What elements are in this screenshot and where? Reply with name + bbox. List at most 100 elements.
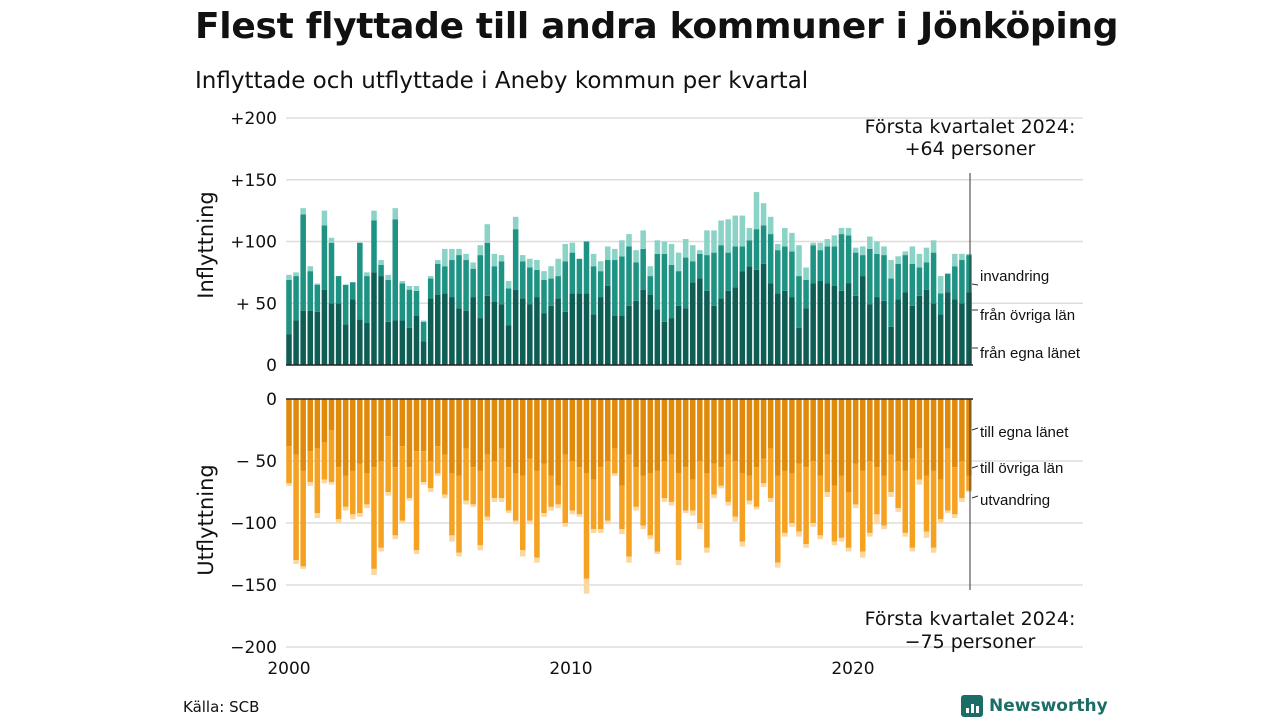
bar-segment: [569, 242, 576, 253]
bar-segment: [371, 272, 377, 365]
newsworthy-logo[interactable]: Newsworthy: [961, 693, 1108, 719]
bar-segment: [739, 271, 746, 365]
bar-segment: [463, 399, 469, 449]
bar-segment: [944, 292, 951, 365]
bar-segment: [845, 235, 852, 284]
bar-segment: [803, 399, 809, 468]
bar-segment: [491, 302, 498, 365]
bar-segment: [449, 297, 455, 365]
bar-segment: [491, 461, 498, 499]
bar-segment: [342, 324, 349, 365]
bar-segment: [527, 458, 533, 521]
bar-segment: [307, 399, 314, 452]
bar-segment: [902, 255, 909, 293]
bar-segment: [760, 458, 767, 484]
bar-segment: [491, 266, 498, 303]
bar-segment: [760, 483, 767, 488]
bar-segment: [753, 467, 760, 507]
bar-segment: [456, 475, 462, 553]
bar-segment: [512, 289, 519, 365]
bar-segment: [647, 266, 654, 277]
bar-segment: [682, 510, 689, 514]
bar-segment: [378, 264, 384, 277]
y-tick-label: − 50: [236, 452, 277, 472]
bar-segment: [512, 473, 519, 521]
bar-segment: [364, 399, 370, 474]
bar-segment: [420, 321, 427, 342]
bar-segment: [527, 258, 533, 268]
bar-segment: [420, 320, 427, 322]
bar-segment: [633, 250, 639, 263]
bar-segment: [406, 327, 413, 365]
bar-segment: [944, 399, 951, 449]
bar-segment: [675, 271, 682, 306]
bar-segment: [541, 313, 547, 365]
bar-segment: [916, 448, 923, 480]
bar-segment: [307, 451, 314, 483]
bar-segment: [442, 248, 448, 267]
bar-segment: [668, 243, 675, 265]
bar-segment: [831, 485, 838, 542]
bar-segment: [930, 470, 937, 548]
bar-segment: [661, 241, 668, 254]
bar-segment: [867, 532, 873, 537]
bar-segment: [434, 294, 441, 365]
bar-segment: [782, 532, 788, 537]
bar-segment: [541, 399, 547, 464]
bar-segment: [420, 399, 427, 452]
bar-segment: [654, 399, 661, 471]
bar-segment: [895, 399, 901, 461]
bar-segment: [817, 535, 824, 540]
bar-segment: [434, 263, 441, 295]
bar-segment: [711, 494, 717, 499]
bar-segment: [668, 264, 675, 319]
bar-segment: [732, 246, 739, 288]
bar-segment: [902, 292, 909, 365]
bar-segment: [774, 243, 781, 251]
bar-segment: [959, 303, 965, 365]
bar-segment: [413, 285, 420, 291]
bar-segment: [392, 467, 399, 536]
bar-segment: [300, 470, 306, 567]
bar-segment: [725, 501, 731, 506]
bar-segment: [711, 463, 717, 495]
bar-segment: [385, 399, 391, 437]
bar-segment: [803, 308, 809, 365]
bar-segment: [697, 399, 703, 461]
bar-segment: [505, 399, 512, 468]
bar-segment: [349, 299, 356, 365]
bar-segment: [760, 263, 767, 365]
bar-segment: [392, 208, 399, 220]
bar-segment: [640, 475, 646, 526]
bar-segment: [420, 451, 427, 483]
bar-segment: [796, 276, 802, 328]
bar-segment: [845, 227, 852, 236]
bar-segment: [463, 500, 469, 505]
bar-segment: [619, 315, 625, 365]
bar-segment: [774, 293, 781, 365]
bar-segment: [427, 298, 434, 365]
bar-segment: [385, 279, 391, 322]
bar-segment: [286, 334, 292, 365]
bar-segment: [845, 283, 852, 365]
bar-segment: [895, 299, 901, 365]
y-axis-title-top: Inflyttning: [194, 191, 218, 298]
bar-segment: [321, 225, 328, 290]
bar-segment: [909, 547, 916, 552]
bar-segment: [527, 520, 533, 525]
bar-segment: [831, 541, 838, 546]
bar-segment: [746, 227, 753, 241]
bar-segment: [555, 298, 561, 365]
x-tick-label: 2020: [831, 659, 874, 679]
bar-segment: [881, 255, 887, 301]
bar-segment: [328, 482, 335, 485]
bar-segment: [477, 318, 484, 365]
bar-segment: [923, 531, 930, 538]
bar-segment: [534, 470, 540, 558]
bar-segment: [732, 516, 739, 522]
bar-segment: [909, 246, 916, 264]
bar-segment: [689, 510, 696, 516]
bar-segment: [654, 470, 661, 552]
